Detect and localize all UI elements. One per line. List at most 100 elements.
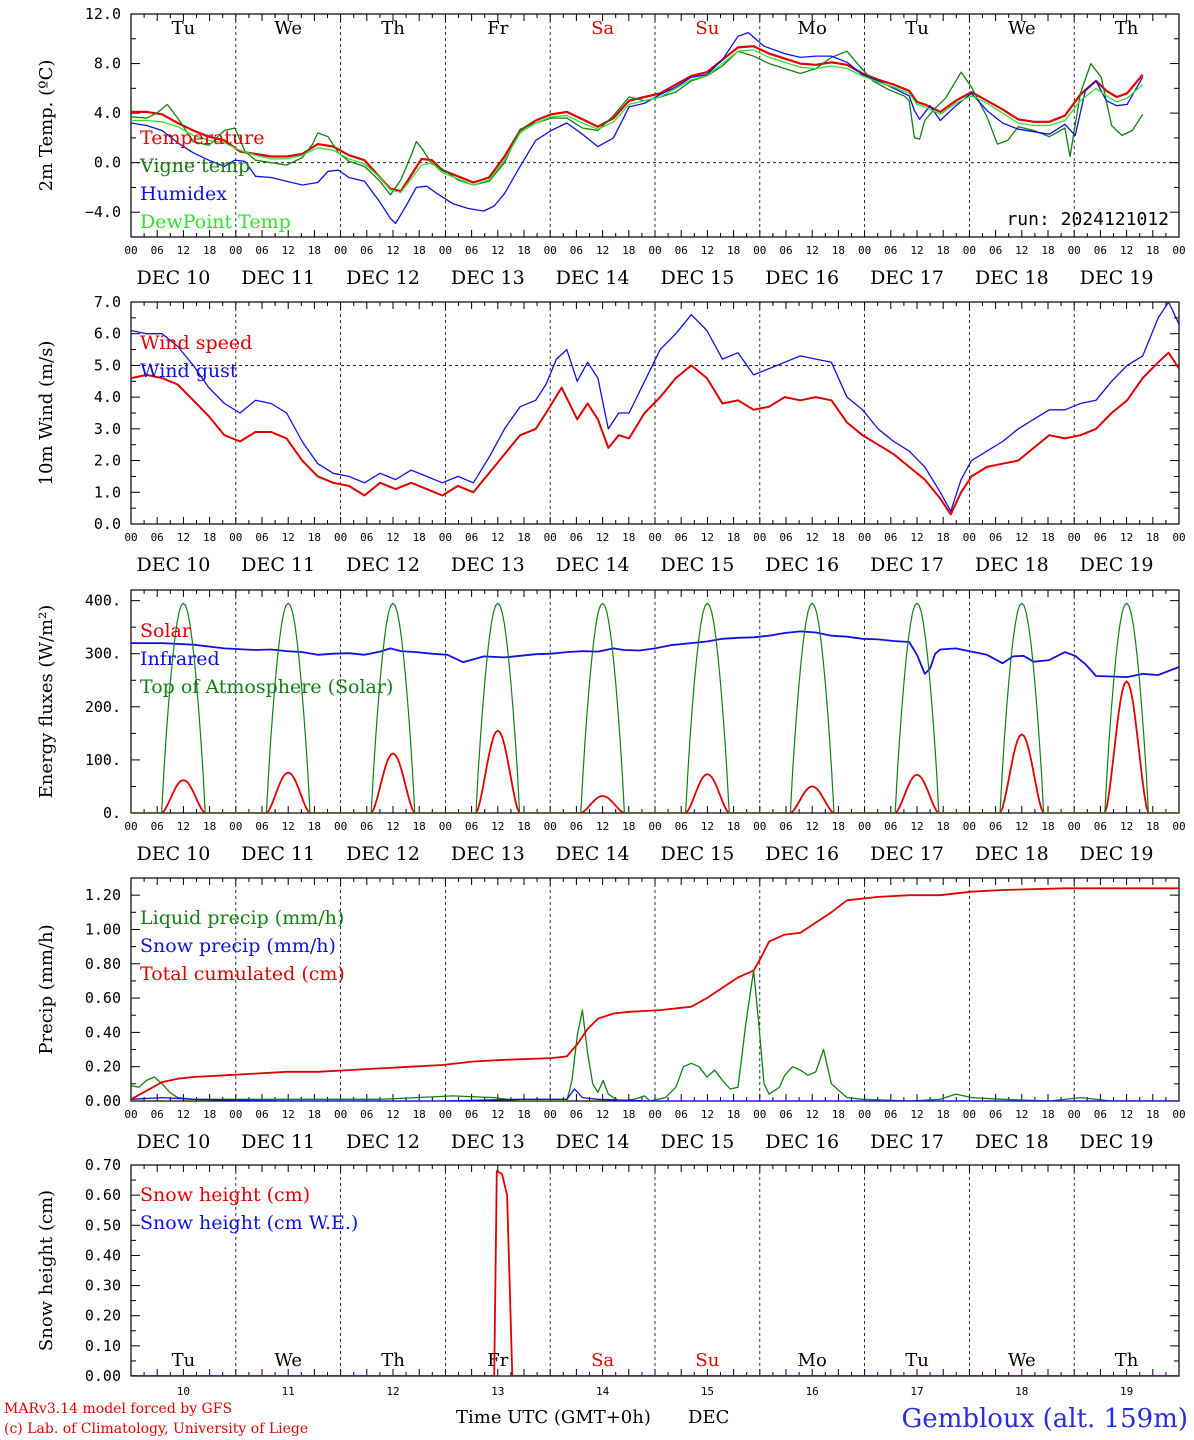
hour-tick-label: 18 (1041, 1108, 1054, 1121)
hour-tick-label: 12 (386, 1108, 399, 1121)
y-tick-label: 7.0 (94, 293, 121, 311)
date-label: DEC 18 (975, 267, 1049, 289)
hour-tick-label: 00 (858, 1108, 871, 1121)
date-label: DEC 15 (660, 267, 734, 289)
weekday-label: Th (1115, 1350, 1139, 1371)
hour-tick-label: 00 (648, 531, 661, 544)
series-line-vigne-temp (131, 50, 1144, 196)
hour-tick-label: 12 (806, 820, 819, 833)
hour-tick-label: 00 (858, 244, 871, 257)
hour-tick-label: 12 (596, 820, 609, 833)
hour-tick-label: 06 (1094, 531, 1107, 544)
hour-tick-label: 06 (465, 1108, 478, 1121)
y-tick-label: 0.60 (85, 989, 121, 1007)
hour-tick-label: 06 (884, 1108, 897, 1121)
y-tick-label: 0.10 (85, 1337, 121, 1355)
date-label: DEC 16 (765, 554, 839, 576)
weekday-label: Tu (905, 1350, 929, 1371)
legend-entry: Wind gust (140, 360, 238, 382)
series-group (131, 602, 1179, 813)
hour-tick-label: 06 (570, 820, 583, 833)
hour-tick-label: 00 (439, 1108, 452, 1121)
weekday-label: Th (381, 18, 405, 39)
hour-tick-label: 00 (544, 531, 557, 544)
hour-tick-label: 12 (386, 531, 399, 544)
date-label: DEC 15 (660, 554, 734, 576)
hour-tick-label: 12 (177, 244, 190, 257)
hour-tick-label: 18 (1146, 244, 1159, 257)
date-label: DEC 13 (451, 1131, 525, 1153)
hour-tick-label: 12 (1015, 820, 1028, 833)
hour-tick-label: 00 (963, 531, 976, 544)
hour-tick-label: 00 (124, 244, 137, 257)
date-label: DEC 12 (346, 1131, 420, 1153)
hour-tick-label: 00 (1172, 531, 1185, 544)
date-label: DEC 13 (451, 554, 525, 576)
hour-tick-label: 12 (1120, 531, 1133, 544)
hour-tick-label: 18 (413, 1108, 426, 1121)
hour-tick-label: 00 (124, 531, 137, 544)
hour-tick-label: 18 (203, 244, 216, 257)
hour-tick-label: 18 (203, 820, 216, 833)
hour-tick-label: 06 (989, 244, 1002, 257)
date-label: DEC 16 (765, 843, 839, 865)
hour-tick-label: 00 (1068, 820, 1081, 833)
hour-tick-label: 06 (675, 244, 688, 257)
hour-tick-label: 00 (963, 244, 976, 257)
date-label: DEC 16 (765, 1131, 839, 1153)
panel-temperature: −4.0 0.0 4.0 8.0 12.0 2m Temp. (ºC) 00 06 12 18 DE… (36, 5, 1186, 289)
weekday-label: We (274, 1350, 302, 1371)
footer: MARv3.14 model forced by GFS (c) Lab. of… (4, 1401, 1188, 1437)
y-tick-label: 0.70 (85, 1156, 121, 1174)
series-line-top-of-atmosphere-solar (131, 602, 1179, 813)
day-number-label: 10 (177, 1385, 190, 1398)
weekday-label: Th (381, 1350, 405, 1371)
hour-tick-label: 18 (1041, 820, 1054, 833)
weekday-label: Th (1115, 18, 1139, 39)
hour-tick-label: 18 (308, 244, 321, 257)
hour-tick-label: 18 (937, 244, 950, 257)
hour-tick-label: 00 (334, 1108, 347, 1121)
hour-tick-label: 06 (989, 820, 1002, 833)
weekday-label: Mo (798, 1350, 827, 1371)
date-label: DEC 10 (136, 843, 210, 865)
hour-tick-label: 00 (229, 1108, 242, 1121)
hour-tick-label: 00 (648, 820, 661, 833)
date-label: DEC 18 (975, 554, 1049, 576)
hour-tick-label: 18 (622, 1108, 635, 1121)
hour-tick-label: 00 (334, 244, 347, 257)
weekday-label: Sa (591, 1350, 614, 1371)
time-axis-title: Time UTC (GMT+0h) (456, 1407, 651, 1428)
hour-tick-label: 06 (255, 531, 268, 544)
y-tick-label: 0.0 (94, 515, 121, 533)
hour-tick-label: 06 (360, 244, 373, 257)
date-label: DEC 17 (870, 1131, 944, 1153)
date-label: DEC 19 (1080, 554, 1154, 576)
hour-tick-label: 18 (308, 1108, 321, 1121)
hour-tick-label: 12 (282, 820, 295, 833)
hour-tick-label: 12 (1120, 244, 1133, 257)
y-tick-label: 0.40 (85, 1023, 121, 1041)
hour-tick-label: 06 (1094, 820, 1107, 833)
y-axis-label: Energy fluxes (W/m²) (36, 605, 57, 799)
hour-tick-label: 18 (622, 244, 635, 257)
legend-entry: Liquid precip (mm/h) (140, 907, 344, 929)
y-tick-label: 1.0 (94, 483, 121, 501)
hour-tick-label: 00 (124, 1108, 137, 1121)
hour-tick-label: 12 (491, 531, 504, 544)
y-axis-label: Precip (mm/h) (36, 924, 57, 1054)
series-line-snow-height-cm (131, 1170, 1179, 1376)
hour-tick-label: 00 (1172, 820, 1185, 833)
y-tick-label: 0.60 (85, 1186, 121, 1204)
hour-tick-label: 00 (439, 820, 452, 833)
date-label: DEC 19 (1080, 1131, 1154, 1153)
hour-tick-label: 00 (439, 531, 452, 544)
date-label: DEC 14 (556, 1131, 630, 1153)
y-tick-label: 0.00 (85, 1367, 121, 1385)
weekday-label: Tu (172, 18, 196, 39)
date-label: DEC 13 (451, 267, 525, 289)
hour-tick-label: 00 (544, 1108, 557, 1121)
hour-tick-label: 06 (465, 531, 478, 544)
series-line-temperature (131, 45, 1144, 193)
hour-tick-label: 00 (124, 820, 137, 833)
